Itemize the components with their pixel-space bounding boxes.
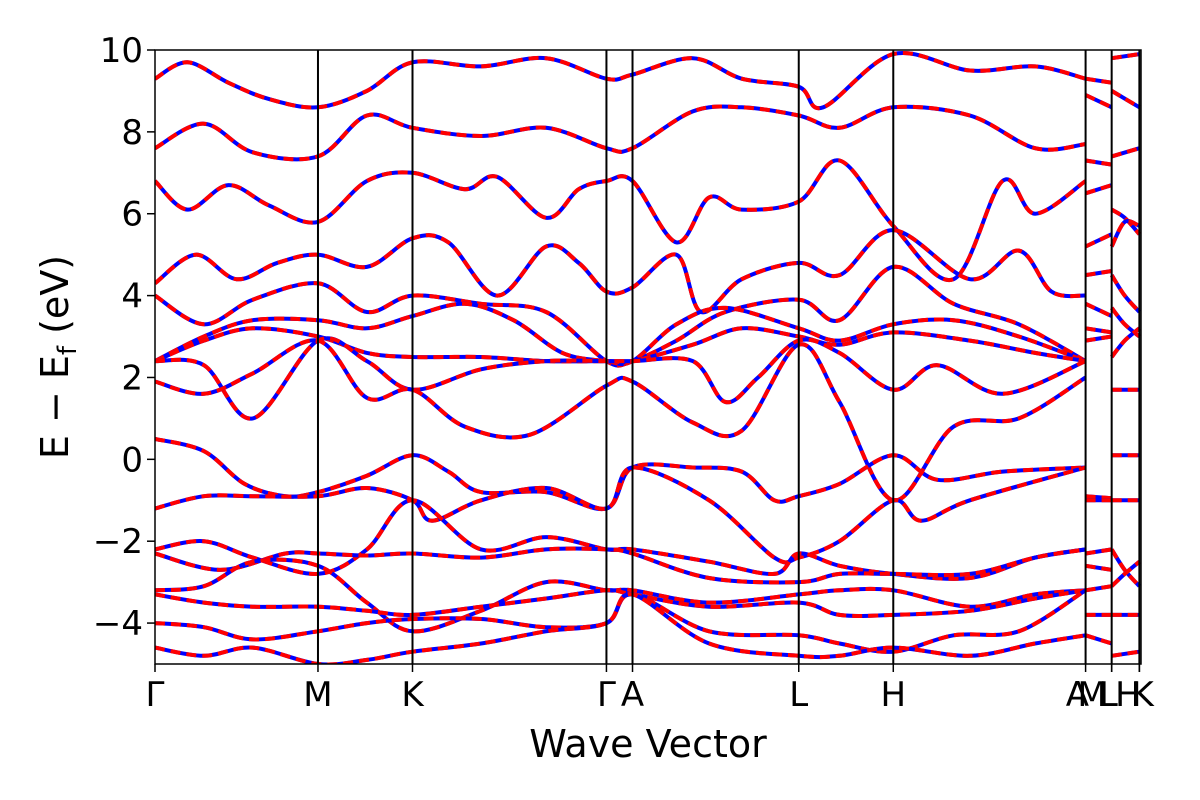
band-line-spin-down <box>155 588 1087 654</box>
x-tick-label: H <box>880 675 906 715</box>
band-line-spin-down <box>1084 93 1113 110</box>
y-tick-label: 0 <box>121 440 143 480</box>
y-tick-label: −2 <box>93 522 143 562</box>
band-line-spin-down <box>1110 306 1141 339</box>
y-axis-ticks: −4 −2 0 2 4 6 8 10 <box>93 31 155 644</box>
band-line-spin-down <box>1110 326 1141 359</box>
y-axis-title-unit: (eV) <box>33 255 77 346</box>
y-tick-label: 4 <box>121 277 143 317</box>
y-tick-label: −4 <box>93 604 143 644</box>
y-axis-title-main: E − E <box>33 355 77 459</box>
y-tick-label: 8 <box>121 113 143 153</box>
band-line-spin-down <box>155 228 1086 315</box>
x-tick-label: K <box>401 675 425 715</box>
x-tick-label: A <box>621 675 644 715</box>
plot-frame <box>154 49 1142 665</box>
x-tick-label: K <box>1131 675 1155 715</box>
band-line-spin-down <box>1085 584 1113 593</box>
band-line-spin-down <box>1085 76 1113 85</box>
x-tick-label: A <box>1066 675 1089 715</box>
x-tick-label: L <box>789 675 808 715</box>
band-line-spin-down <box>155 301 1087 367</box>
band-line-spin-up <box>155 51 1087 111</box>
band-line-spin-down <box>1084 301 1113 318</box>
band-line-spin-down <box>1111 52 1140 61</box>
band-line-spin-down <box>1109 548 1141 588</box>
x-tick-label: M <box>303 675 332 715</box>
x-tick-label: H <box>1115 675 1141 715</box>
band-line-spin-down <box>1109 219 1141 248</box>
band-line-spin-down <box>1085 269 1113 278</box>
band-line-spin-down <box>155 557 1086 634</box>
y-tick-label: 6 <box>121 195 143 235</box>
band-line-spin-down <box>155 158 1087 283</box>
band-line-spin-down <box>1111 146 1140 159</box>
bands-layer <box>155 51 1141 664</box>
band-line-spin-down <box>1111 649 1140 658</box>
band-line-spin-down <box>1085 563 1113 572</box>
band-line-spin-down <box>1085 633 1113 646</box>
x-axis-title: Wave Vector <box>529 722 767 766</box>
band-line-spin-down <box>1109 274 1141 314</box>
band-line-spin-down <box>1085 547 1113 556</box>
x-tick-label: Γ <box>597 675 616 715</box>
band-line-spin-down <box>1085 326 1113 335</box>
band-line-spin-down <box>1085 494 1112 501</box>
y-axis-title-subscript: f <box>53 345 83 355</box>
y-axis-title: E − Ef (eV) <box>33 255 83 459</box>
band-line-spin-down <box>155 104 1086 162</box>
y-tick-label: 2 <box>121 358 143 398</box>
band-line-spin-down <box>155 592 1086 664</box>
y-tick-label: 10 <box>100 31 143 71</box>
high-symmetry-lines <box>316 50 1141 664</box>
band-line-spin-down <box>1085 334 1113 343</box>
x-tick-label: Γ <box>146 675 165 715</box>
band-line-spin-down <box>1085 158 1113 167</box>
band-line-spin-down <box>1084 232 1113 249</box>
band-line-spin-down <box>1110 560 1141 588</box>
band-line-spin-down <box>1110 207 1141 236</box>
x-tick-label: L <box>1099 675 1118 715</box>
x-tick-label: M <box>1077 675 1106 715</box>
band-line-spin-down <box>1085 183 1113 196</box>
band-line-spin-down <box>1110 89 1141 110</box>
